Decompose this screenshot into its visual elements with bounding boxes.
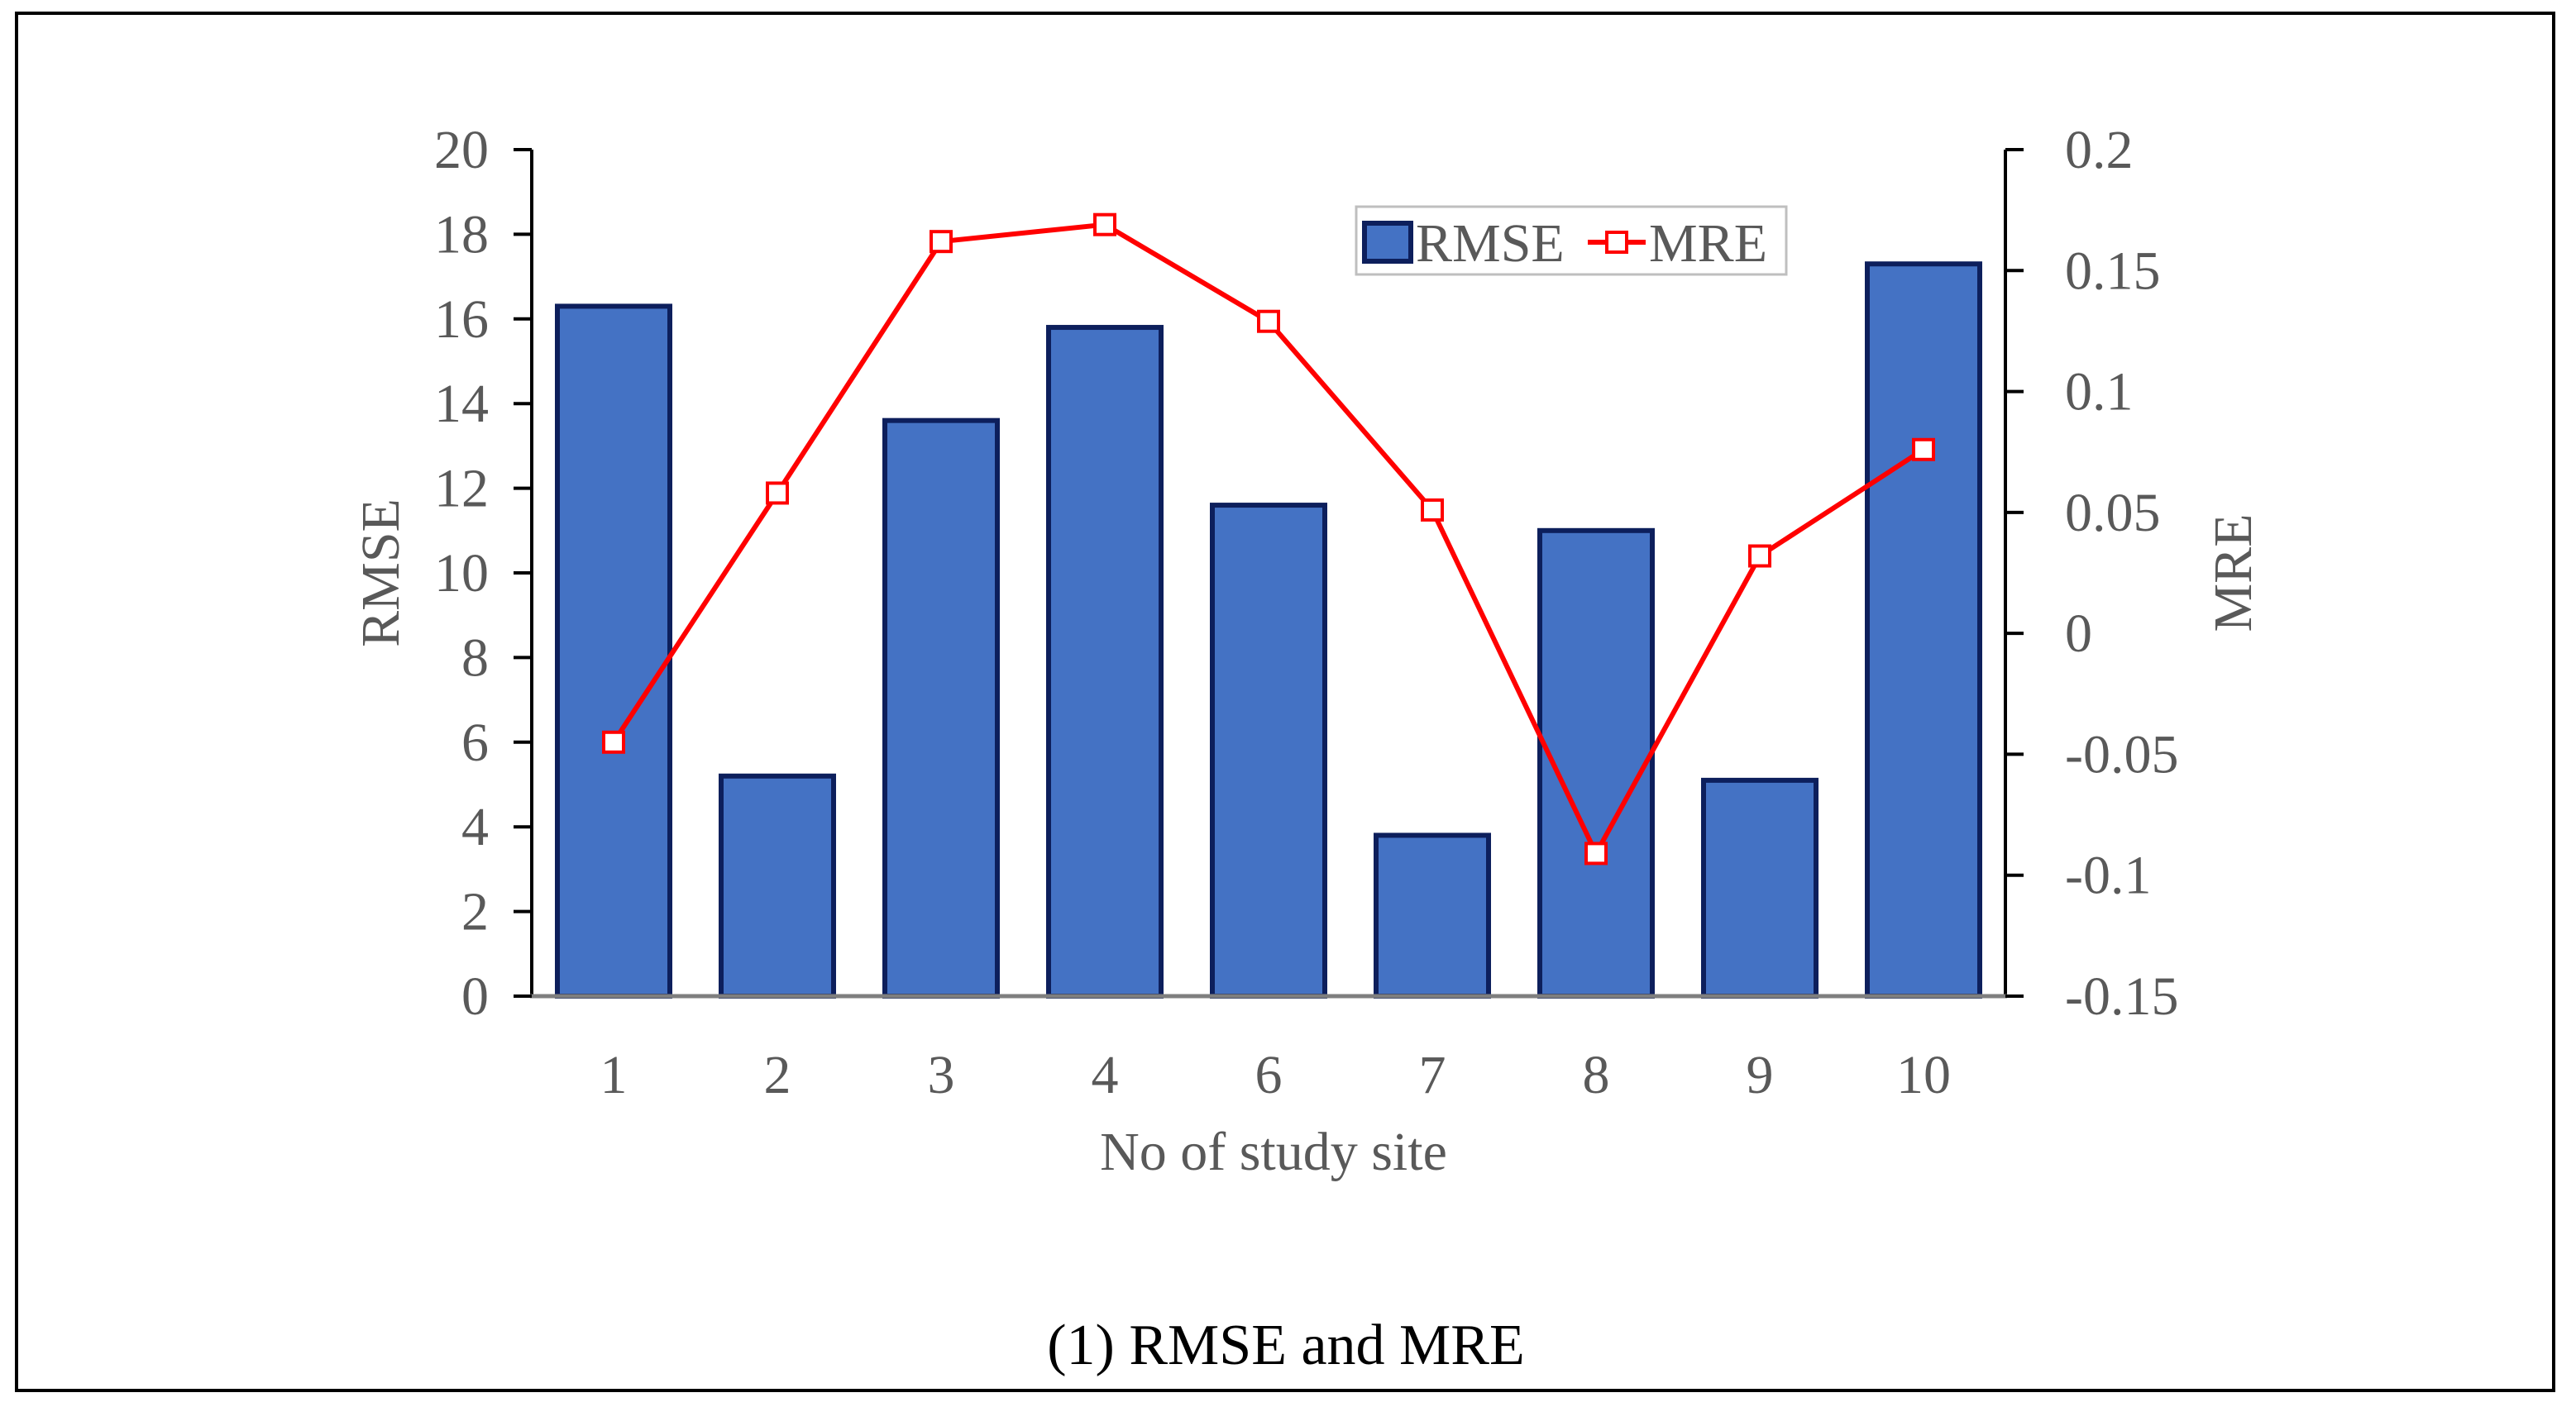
- left-tick-label: 0: [461, 966, 489, 1027]
- legend-rmse-swatch: [1364, 223, 1411, 261]
- x-tick-label: 10: [1896, 1045, 1951, 1105]
- rmse-bar: [1867, 264, 1980, 996]
- right-y-ticks: -0.15 -0.1 -0.05 0 0.05 0.1 0.15 0.2: [2005, 120, 2178, 1027]
- rmse-bar: [1540, 531, 1652, 996]
- rmse-bars: [557, 264, 1980, 996]
- mre-point: [604, 732, 624, 752]
- rmse-bar: [721, 776, 834, 996]
- legend-mre-label: MRE: [1649, 213, 1767, 274]
- x-tick-label: 8: [1583, 1045, 1610, 1105]
- right-tick-label: 0.15: [2065, 241, 2161, 301]
- x-tick-label: 6: [1255, 1045, 1283, 1105]
- left-axis-title: RMSE: [351, 498, 411, 647]
- x-axis-title: No of study site: [1100, 1122, 1447, 1182]
- x-tick-label: 2: [764, 1045, 791, 1105]
- rmse-bar: [1212, 505, 1325, 996]
- left-tick-label: 14: [434, 374, 489, 434]
- right-tick-label: -0.05: [2065, 724, 2178, 785]
- mre-point: [767, 483, 787, 503]
- mre-point: [1750, 546, 1770, 566]
- right-tick-label: -0.1: [2065, 846, 2151, 906]
- mre-point: [1914, 440, 1933, 460]
- left-tick-label: 6: [461, 713, 489, 773]
- left-tick-label: 16: [434, 289, 489, 350]
- right-tick-label: 0.1: [2065, 362, 2134, 422]
- left-tick-label: 4: [461, 797, 489, 857]
- rmse-bar: [1049, 327, 1161, 996]
- left-tick-label: 18: [434, 204, 489, 265]
- legend-mre-marker-swatch: [1607, 232, 1627, 252]
- mre-point: [1422, 500, 1442, 520]
- right-tick-label: 0.2: [2065, 120, 2134, 180]
- legend-rmse-label: RMSE: [1416, 213, 1565, 274]
- mre-point: [1586, 843, 1606, 863]
- mre-point: [1259, 312, 1278, 331]
- x-tick-label: 4: [1092, 1045, 1119, 1105]
- left-tick-label: 12: [434, 459, 489, 519]
- left-tick-label: 10: [434, 543, 489, 603]
- figure-caption: (1) RMSE and MRE: [1047, 1314, 1525, 1377]
- right-tick-label: -0.15: [2065, 966, 2178, 1027]
- rmse-bar: [1376, 835, 1489, 996]
- right-tick-label: 0.05: [2065, 483, 2161, 543]
- rmse-bar: [885, 421, 997, 996]
- mre-point: [931, 231, 951, 251]
- left-tick-label: 8: [461, 627, 489, 688]
- x-tick-label: 3: [928, 1045, 955, 1105]
- right-axis-title: MRE: [2203, 513, 2263, 632]
- left-tick-label: 2: [461, 882, 489, 942]
- x-tick-label: 1: [600, 1045, 628, 1105]
- mre-point: [1095, 215, 1115, 235]
- right-tick-label: 0: [2065, 603, 2092, 664]
- x-tick-label: 9: [1747, 1045, 1774, 1105]
- rmse-bar: [557, 306, 670, 996]
- x-tick-labels: 1 2 3 4 6 7 8 9 10: [600, 1045, 1952, 1105]
- rmse-bar: [1704, 780, 1816, 996]
- chart: 02468101214161820 -0.15-0.1-0.0500.050.1…: [0, 0, 2576, 1407]
- legend: RMSE MRE: [1356, 207, 1786, 274]
- left-y-ticks: 0 2 4 6 8 10 12 14 16 18 20: [434, 120, 532, 1027]
- left-tick-label: 20: [434, 120, 489, 180]
- x-tick-label: 7: [1419, 1045, 1446, 1105]
